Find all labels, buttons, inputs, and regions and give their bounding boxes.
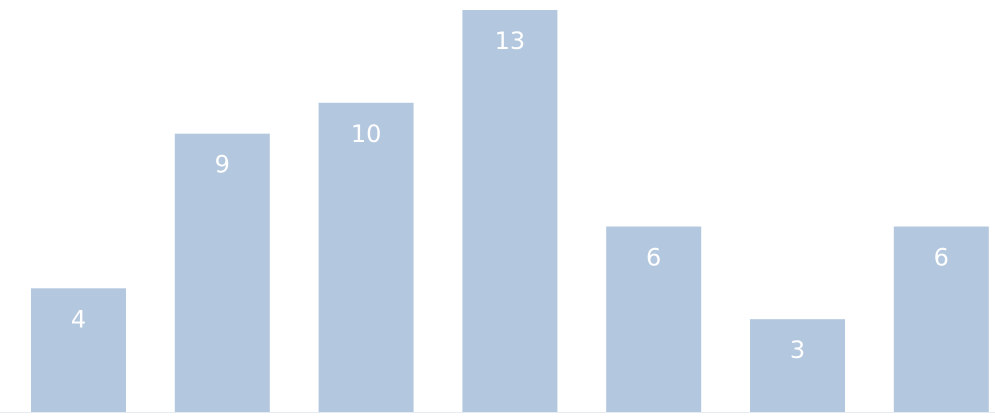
data-label-5: 6 xyxy=(646,244,661,272)
bar-5 xyxy=(606,226,702,412)
data-label-1: 4 xyxy=(71,305,86,333)
bar-1 xyxy=(31,288,126,412)
data-label-7: 6 xyxy=(934,244,949,272)
bar-group xyxy=(31,10,989,413)
bar-7 xyxy=(893,226,989,412)
data-label-group: 4 9 10 13 6 3 6 xyxy=(71,27,949,364)
bar-2 xyxy=(174,133,270,412)
data-label-3: 10 xyxy=(351,120,382,148)
data-label-2: 9 xyxy=(215,151,230,179)
bar-6 xyxy=(750,319,845,412)
bar-3 xyxy=(318,102,414,413)
data-label-4: 13 xyxy=(495,27,526,55)
data-label-6: 3 xyxy=(790,336,805,364)
bar-4 xyxy=(462,10,558,412)
